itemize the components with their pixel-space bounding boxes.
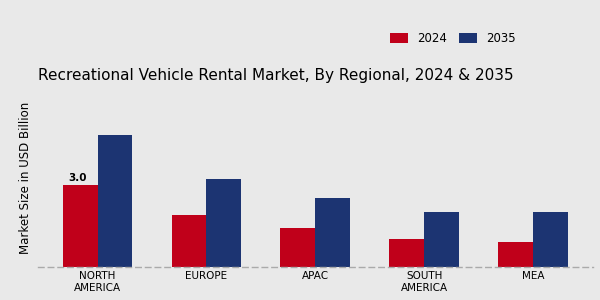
Text: 3.0: 3.0 bbox=[69, 173, 87, 183]
Bar bbox=[498, 242, 533, 267]
Bar bbox=[315, 198, 350, 267]
Bar bbox=[63, 184, 98, 267]
Text: Recreational Vehicle Rental Market, By Regional, 2024 & 2035: Recreational Vehicle Rental Market, By R… bbox=[38, 68, 513, 83]
Bar bbox=[280, 228, 315, 267]
Bar bbox=[98, 135, 133, 267]
Bar bbox=[206, 179, 241, 267]
Bar bbox=[533, 212, 568, 267]
Bar bbox=[389, 239, 424, 267]
Bar bbox=[172, 214, 206, 267]
Bar bbox=[424, 212, 459, 267]
Legend: 2024, 2035: 2024, 2035 bbox=[385, 27, 520, 50]
Y-axis label: Market Size in USD Billion: Market Size in USD Billion bbox=[19, 102, 32, 254]
